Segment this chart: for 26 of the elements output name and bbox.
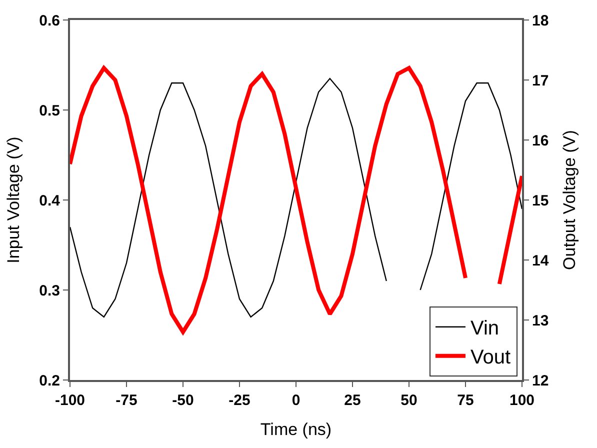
x-tick-label: -50 — [172, 392, 194, 409]
y-tick-label: 0.6 — [39, 12, 60, 30]
x-tick-label: -25 — [228, 392, 250, 409]
y-axis-title: Input Voltage (V) — [4, 136, 24, 264]
y2-tick-label: 15 — [532, 192, 549, 210]
legend-label: Vout — [470, 346, 511, 369]
x-axis-title: Time (ns) — [260, 420, 332, 439]
x-tick-label: -100 — [54, 392, 86, 409]
x-tick-label: 75 — [457, 392, 474, 409]
y2-tick-label: 18 — [532, 12, 549, 30]
x-tick-label: 50 — [400, 392, 418, 409]
x-tick-label: -75 — [116, 392, 138, 409]
y-tick-label: 0.2 — [39, 372, 60, 390]
x-tick-label: 25 — [344, 392, 361, 409]
y2-tick-label: 12 — [532, 372, 549, 390]
y2-tick-label: 17 — [532, 72, 549, 90]
y2-tick-label: 16 — [532, 132, 549, 150]
y-tick-label: 0.5 — [39, 102, 60, 120]
y-tick-label: 0.3 — [39, 282, 60, 300]
x-tick-label: 100 — [509, 392, 535, 409]
y-tick-label: 0.4 — [39, 192, 61, 210]
y2-tick-label: 14 — [532, 252, 550, 270]
x-tick-label: 0 — [292, 392, 300, 409]
legend-label: Vin — [470, 318, 500, 340]
y2-tick-label: 13 — [532, 312, 549, 330]
y2-axis-title: Output Voltage (V) — [560, 130, 580, 270]
